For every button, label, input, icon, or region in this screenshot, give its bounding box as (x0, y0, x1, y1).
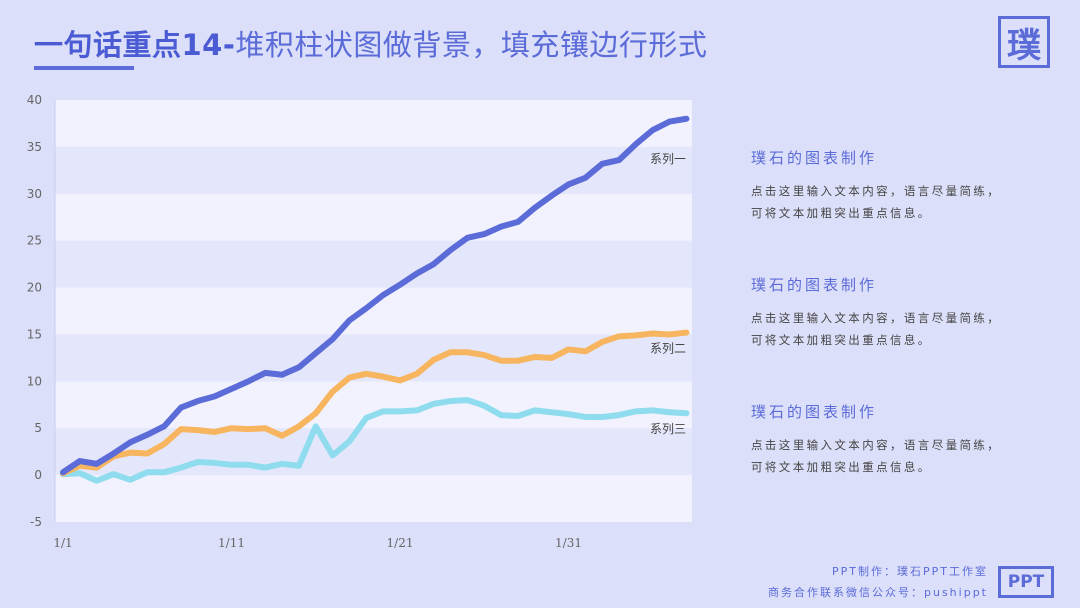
footer-contact: 商务合作联系微信公众号：pushippt (768, 586, 988, 599)
page-title-bold: 一句话重点14- (34, 28, 236, 62)
ppt-badge-icon: PPT (998, 566, 1054, 598)
info-block-line: 可将文本加粗突出重点信息。 (751, 460, 932, 474)
y-tick-label: 15 (27, 327, 42, 341)
chart-band (55, 193, 692, 241)
page-title: 一句话重点14-堆积柱状图做背景，填充镶边行形式 (34, 22, 707, 64)
page-title-rest: 堆积柱状图做背景，填充镶边行形式 (235, 28, 708, 62)
series-label-1: 系列一 (650, 152, 686, 166)
info-block-1: 璞石的图表制作 点击这里输入文本内容，语言尽量简练， 可将文本加粗突出重点信息。 (751, 147, 1061, 224)
title-underline (34, 66, 134, 70)
brand-logo-icon: 璞 (998, 16, 1050, 68)
x-tick-label: 1/11 (218, 536, 245, 550)
x-tick-label: 1/1 (53, 536, 72, 550)
series-line-2 (60, 329, 690, 477)
y-tick-label: 35 (27, 140, 42, 154)
series-label-2: 系列二 (650, 342, 686, 356)
chart-band (55, 475, 692, 522)
info-block-title: 璞石的图表制作 (751, 403, 878, 421)
info-block-line: 点击这里输入文本内容，语言尽量简练， (751, 438, 1002, 452)
info-block-title: 璞石的图表制作 (751, 276, 878, 294)
info-block-title: 璞石的图表制作 (751, 149, 878, 167)
y-tick-label: 30 (27, 187, 42, 201)
info-block-line: 可将文本加粗突出重点信息。 (751, 206, 932, 220)
y-tick-label: 25 (27, 234, 42, 248)
chart-band (55, 381, 692, 429)
info-block-body: 点击这里输入文本内容，语言尽量简练， 可将文本加粗突出重点信息。 (751, 307, 1061, 351)
y-tick-label: 5 (34, 421, 42, 435)
info-block-3: 璞石的图表制作 点击这里输入文本内容，语言尽量简练， 可将文本加粗突出重点信息。 (751, 401, 1061, 478)
series-line-1 (60, 115, 690, 476)
info-block-body: 点击这里输入文本内容，语言尽量简练， 可将文本加粗突出重点信息。 (751, 180, 1061, 224)
y-tick-label: 0 (34, 468, 42, 482)
info-block-2: 璞石的图表制作 点击这里输入文本内容，语言尽量简练， 可将文本加粗突出重点信息。 (751, 274, 1061, 351)
chart-lines (60, 115, 690, 484)
x-tick-label: 1/21 (387, 536, 414, 550)
footer-credit: PPT制作：璞石PPT工作室 (832, 565, 988, 578)
chart-band (55, 146, 692, 194)
y-tick-label: 20 (27, 281, 42, 295)
y-axis: 40 35 30 25 20 15 10 5 0 -5 (27, 93, 42, 529)
series-line-3 (60, 397, 690, 484)
info-block-line: 点击这里输入文本内容，语言尽量简练， (751, 311, 1002, 325)
series-label-3: 系列三 (650, 422, 686, 436)
info-block-line: 点击这里输入文本内容，语言尽量简练， (751, 184, 1002, 198)
chart-bands (54, 100, 692, 522)
info-block-body: 点击这里输入文本内容，语言尽量简练， 可将文本加粗突出重点信息。 (751, 434, 1061, 478)
chart-band (55, 287, 692, 335)
y-tick-label: -5 (30, 515, 42, 529)
y-tick-label: 10 (27, 374, 42, 388)
x-tick-label: 1/31 (555, 536, 582, 550)
chart-band (55, 428, 692, 476)
chart-band (55, 100, 692, 147)
x-axis: 1/1 1/11 1/21 1/31 (53, 536, 582, 550)
chart-band (55, 240, 692, 288)
y-tick-label: 40 (27, 93, 42, 107)
info-block-line: 可将文本加粗突出重点信息。 (751, 333, 932, 347)
